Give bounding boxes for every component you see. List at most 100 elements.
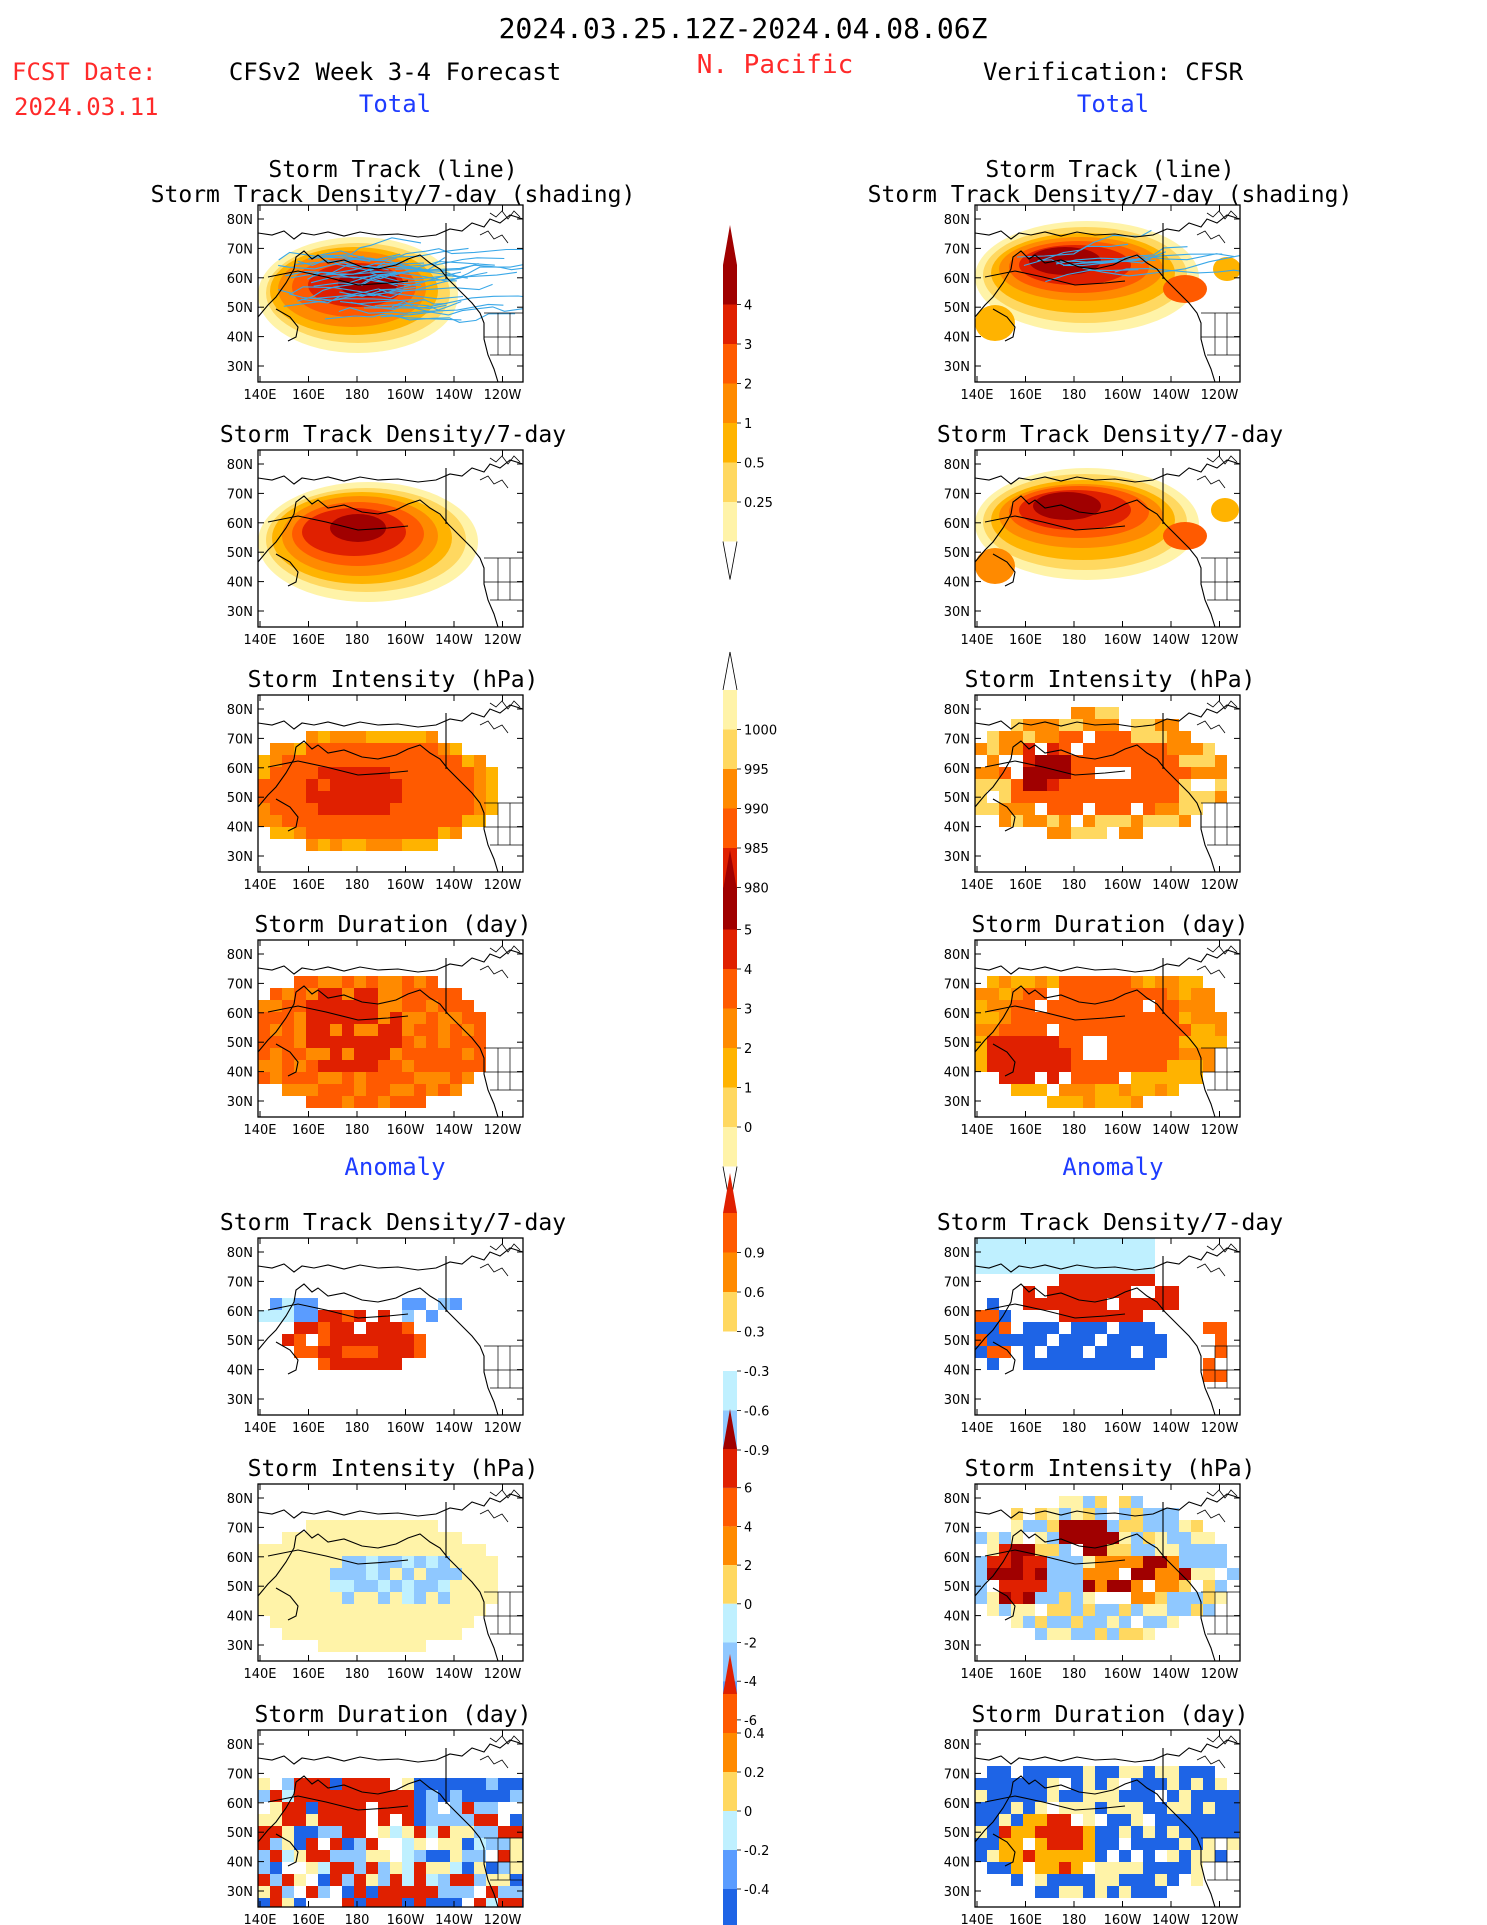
grid-cell (1083, 1592, 1095, 1604)
grid-cell (414, 1604, 426, 1616)
grid-cell (1083, 1298, 1095, 1310)
panel-title: Storm Duration (day) (972, 912, 1249, 938)
grid-cell (306, 791, 318, 803)
grid-cell (318, 1874, 330, 1886)
grid-cell (1215, 1012, 1227, 1024)
grid-cell (1071, 1520, 1083, 1532)
grid-cell (1203, 743, 1215, 755)
grid-cell (450, 1628, 462, 1640)
grid-cell (999, 1568, 1011, 1580)
grid-cell (486, 1898, 498, 1907)
grid-cell (366, 1886, 378, 1898)
grid-cell (987, 1060, 999, 1072)
grid-cell (342, 1628, 354, 1640)
grid-cell (366, 1532, 378, 1544)
grid-cell (1023, 1250, 1035, 1262)
colorbar-label: 995 (744, 763, 769, 778)
grid-cell (1047, 1766, 1059, 1778)
grid-cell (462, 1580, 474, 1592)
grid-cell (1179, 1544, 1191, 1556)
grid-cell (462, 755, 474, 767)
colorbar-label: 4 (744, 1520, 752, 1535)
grid-cell (378, 1048, 390, 1060)
grid-cell (426, 1310, 438, 1322)
grid-cell (354, 1544, 366, 1556)
grid-cell (1059, 976, 1071, 988)
grid-cell (294, 791, 306, 803)
lon-tick-label: 140W (1152, 1123, 1190, 1138)
grid-cell (1095, 1322, 1107, 1334)
grid-cell (270, 1048, 282, 1060)
grid-cell (1047, 1238, 1059, 1250)
map-border (257, 204, 524, 383)
lon-tick-label: 120W (484, 1913, 522, 1925)
grid-cell (450, 1778, 462, 1790)
grid-cell (306, 1060, 318, 1072)
grid-cell (1131, 719, 1143, 731)
grid-cell (1107, 1238, 1119, 1250)
storm-track-line (1114, 268, 1240, 274)
grid-cell (450, 1298, 462, 1310)
grid-cell (282, 767, 294, 779)
grid-cell (1167, 1286, 1179, 1298)
colorbar-swatch (723, 1487, 737, 1527)
grid-cell (1131, 791, 1143, 803)
grid-cell (1035, 1298, 1047, 1310)
grid-cell (1011, 1580, 1023, 1592)
lat-tick-label: 80N (944, 1492, 970, 1507)
grid-cell (306, 731, 318, 743)
grid-cell (342, 1814, 354, 1826)
grid-cell (1023, 1298, 1035, 1310)
grid-cell (1155, 1072, 1167, 1084)
grid-cell (306, 815, 318, 827)
grid-cell (306, 1000, 318, 1012)
grid-cell (306, 1814, 318, 1826)
grid-cell (1191, 1778, 1203, 1790)
lon-tick-label: 140E (960, 1667, 993, 1682)
grid-cell (1059, 1286, 1071, 1298)
grid-cell (378, 1334, 390, 1346)
storm-track-line (1082, 255, 1240, 277)
grid-cell (1059, 1358, 1071, 1370)
grid-cell (402, 1048, 414, 1060)
grid-cell (1119, 803, 1131, 815)
lat-tick-label: 80N (227, 1246, 253, 1261)
grid-cell (402, 1024, 414, 1036)
colorbar-swatch (723, 423, 737, 463)
grid-cell (438, 1580, 450, 1592)
grid-cell (1119, 1322, 1131, 1334)
grid-cell (1035, 1592, 1047, 1604)
grid-cell (975, 1310, 987, 1322)
grid-cell (258, 1862, 270, 1874)
grid-cell (414, 1520, 426, 1532)
lat-tick-label: 40N (944, 1610, 970, 1625)
grid-cell (366, 839, 378, 851)
colorbar-arrow-top (722, 651, 738, 691)
grid-cell (1083, 1358, 1095, 1370)
grid-cell (1083, 755, 1095, 767)
grid-cell (474, 1778, 486, 1790)
grid-cell (999, 1310, 1011, 1322)
grid-cell (1047, 1060, 1059, 1072)
grid-cell (1047, 1874, 1059, 1886)
grid-cell (1047, 1096, 1059, 1108)
grid-cell (342, 1778, 354, 1790)
grid-cell (378, 1060, 390, 1072)
grid-cell (1155, 1024, 1167, 1036)
grid-cell (378, 988, 390, 1000)
grid-cell (258, 1874, 270, 1886)
lat-tick-label: 50N (227, 1036, 253, 1051)
storm-track-line (361, 270, 462, 286)
colorbar-label: -0.3 (744, 1365, 769, 1380)
grid-cell (1047, 1000, 1059, 1012)
grid-cell (510, 1886, 522, 1898)
grid-cell (1179, 1580, 1191, 1592)
grid-cell (390, 731, 402, 743)
grid-cell (414, 1592, 426, 1604)
grid-cell (318, 1616, 330, 1628)
grid-cell (414, 1024, 426, 1036)
grid-cell (1047, 815, 1059, 827)
grid-cell (414, 1862, 426, 1874)
